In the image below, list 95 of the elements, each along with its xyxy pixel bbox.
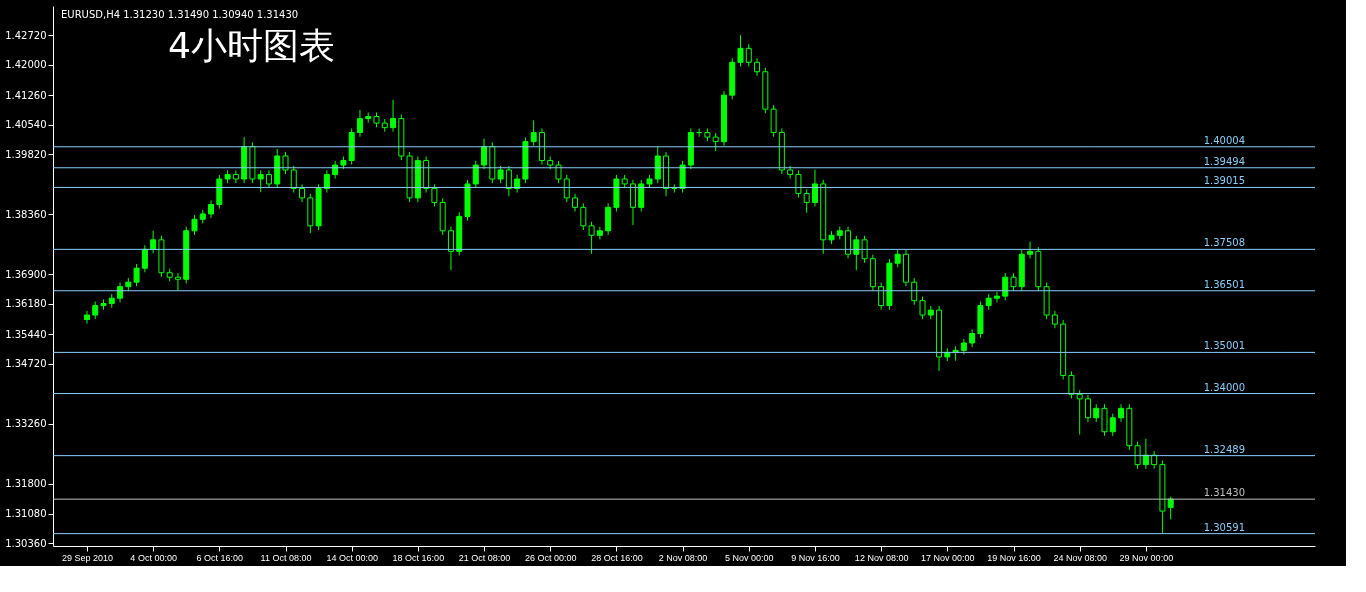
candlestick bbox=[737, 34, 744, 67]
y-tick-label: 1.30360 bbox=[5, 537, 47, 549]
x-tick-label: 19 Nov 16:00 bbox=[987, 552, 1041, 563]
candlestick bbox=[1084, 394, 1091, 423]
candlestick bbox=[1002, 272, 1009, 301]
candlestick bbox=[853, 235, 860, 271]
candlestick bbox=[257, 169, 264, 193]
candlestick bbox=[232, 169, 239, 184]
candlestick bbox=[505, 165, 512, 197]
ref-line-label: 1.39015 bbox=[1203, 175, 1245, 187]
candlestick bbox=[919, 296, 926, 320]
y-tick-label: 1.41260 bbox=[5, 89, 47, 101]
candlestick bbox=[563, 174, 570, 203]
x-tick-label: 4 Oct 00:00 bbox=[130, 552, 177, 563]
candlestick bbox=[530, 119, 537, 147]
candlestick bbox=[803, 188, 810, 214]
candlestick bbox=[911, 277, 918, 306]
candlestick bbox=[150, 230, 157, 254]
candlestick bbox=[1101, 403, 1108, 437]
y-tick-label: 1.36180 bbox=[5, 298, 47, 310]
ref-line-label: 1.30591 bbox=[1203, 521, 1245, 533]
candlestick bbox=[745, 43, 752, 67]
candlestick bbox=[431, 183, 438, 208]
candlestick bbox=[629, 179, 636, 226]
ref-line-label: 1.37508 bbox=[1203, 237, 1245, 249]
candlestick bbox=[795, 169, 802, 199]
x-tick-label: 2 Nov 08:00 bbox=[658, 552, 708, 563]
x-tick-label: 21 Oct 08:00 bbox=[458, 552, 511, 563]
candlestick bbox=[133, 263, 140, 287]
x-tick-label: 29 Sep 2010 bbox=[61, 552, 113, 563]
x-tick-label: 18 Oct 16:00 bbox=[392, 552, 445, 563]
y-tick-label: 1.34720 bbox=[5, 358, 47, 370]
ref-line-label: 1.40004 bbox=[1203, 134, 1245, 146]
candlestick bbox=[861, 235, 868, 264]
ref-line-label: 1.39494 bbox=[1203, 155, 1245, 167]
candlestick bbox=[878, 282, 885, 311]
candlestick bbox=[993, 291, 1000, 303]
y-tick-label: 1.31080 bbox=[5, 508, 47, 520]
candlestick bbox=[447, 226, 454, 271]
candlestick bbox=[1109, 413, 1116, 437]
y-tick-label: 1.36900 bbox=[5, 268, 47, 280]
candlestick bbox=[845, 226, 852, 259]
x-tick-label: 14 Oct 00:00 bbox=[326, 552, 378, 563]
candlestick bbox=[481, 138, 488, 170]
candlestick bbox=[1134, 441, 1141, 470]
x-tick-label: 24 Nov 08:00 bbox=[1053, 552, 1107, 563]
x-tick-label: 9 Nov 16:00 bbox=[791, 552, 840, 563]
ref-line-label: 1.36501 bbox=[1203, 278, 1245, 290]
y-tick-label: 1.42720 bbox=[5, 29, 47, 41]
candlestick bbox=[787, 165, 794, 180]
ref-line-label: 1.31430 bbox=[1203, 487, 1245, 499]
candlestick bbox=[679, 160, 686, 194]
candlestick bbox=[1068, 370, 1075, 399]
candlestick bbox=[191, 214, 198, 236]
candlestick bbox=[580, 202, 587, 231]
x-tick-label: 28 Oct 16:00 bbox=[591, 552, 643, 563]
candlestick bbox=[596, 226, 603, 240]
x-tick-label: 29 Nov 00:00 bbox=[1119, 552, 1174, 563]
candlestick bbox=[1027, 240, 1034, 259]
candlestick bbox=[654, 146, 661, 184]
candlestick bbox=[356, 109, 363, 138]
ref-line-label: 1.34000 bbox=[1203, 381, 1245, 393]
candlestick bbox=[712, 132, 719, 152]
candlestick bbox=[472, 160, 479, 189]
candlestick bbox=[638, 179, 645, 212]
y-tick-label: 1.38360 bbox=[5, 208, 47, 220]
x-tick-label: 12 Nov 08:00 bbox=[854, 552, 909, 563]
chart-subtitle: EURUSD,H4 1.31230 1.31490 1.30940 1.31430 bbox=[61, 9, 299, 20]
y-tick-label: 1.39820 bbox=[5, 148, 47, 160]
x-tick-label: 26 Oct 00:00 bbox=[524, 552, 577, 563]
candlestick bbox=[290, 165, 297, 194]
candlestick bbox=[770, 104, 777, 138]
y-tick-label: 1.35440 bbox=[5, 328, 47, 340]
candlestick bbox=[141, 244, 148, 273]
text: 4小时图表 bbox=[168, 25, 335, 66]
ref-line-label: 1.35001 bbox=[1203, 340, 1245, 352]
y-tick-label: 1.31800 bbox=[5, 478, 47, 490]
candlestick bbox=[390, 99, 397, 133]
candlestick bbox=[174, 272, 181, 292]
candlestick bbox=[282, 151, 289, 175]
y-tick-label: 1.42000 bbox=[5, 59, 47, 71]
candlestick bbox=[555, 160, 562, 184]
x-tick-label: 11 Oct 08:00 bbox=[260, 552, 312, 563]
candlestick bbox=[1076, 389, 1083, 436]
x-tick-label: 5 Nov 00:00 bbox=[725, 552, 774, 563]
candlestick bbox=[811, 169, 818, 208]
y-tick-label: 1.40540 bbox=[5, 119, 47, 131]
x-tick-label: 6 Oct 16:00 bbox=[196, 552, 244, 563]
candlestick bbox=[605, 202, 612, 236]
y-tick-label: 1.33260 bbox=[5, 418, 47, 430]
candlestick bbox=[323, 169, 330, 194]
candlestick bbox=[588, 221, 595, 255]
ref-line-label: 1.32489 bbox=[1203, 443, 1245, 455]
x-tick-label: 17 Nov 00:00 bbox=[921, 552, 975, 563]
candlestick bbox=[83, 310, 90, 325]
